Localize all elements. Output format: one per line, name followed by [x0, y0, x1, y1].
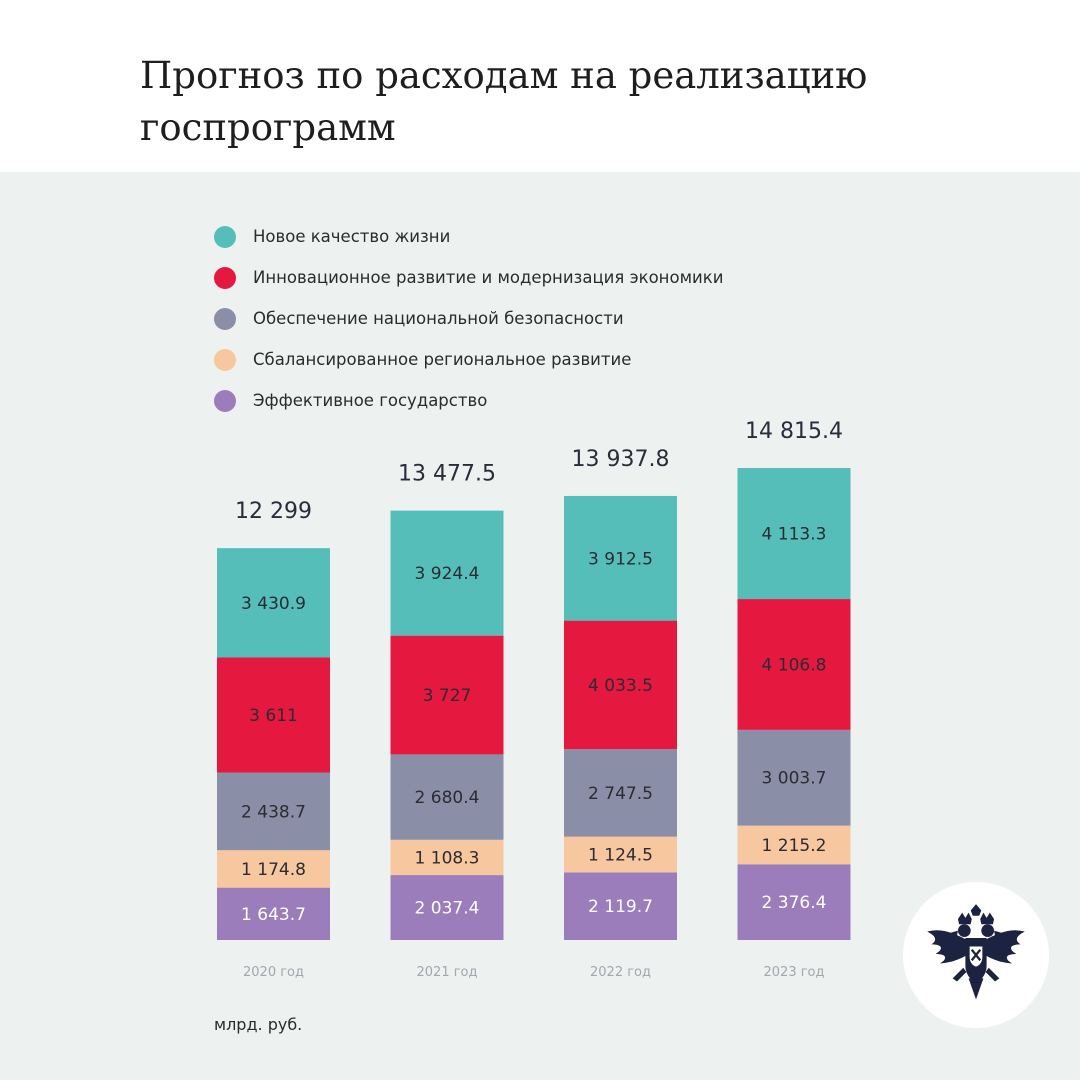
legend-label-government: Эффективное государство: [253, 391, 488, 410]
bar-segment-government-4: [737, 864, 851, 940]
bar-segment-security-2: [390, 754, 504, 840]
bar-segment-government-3: [564, 872, 677, 940]
bar-segment-regional-1: [217, 850, 330, 888]
bar-segment-government-1: [217, 887, 330, 940]
bar-label-innovation-2: 3 727: [423, 686, 472, 706]
unit-label: млрд. руб.: [214, 1015, 303, 1034]
legend-dot-innovation: [214, 266, 236, 289]
bar-segment-government-2: [390, 875, 504, 940]
bar-segment-regional-3: [564, 836, 677, 873]
legend-label-innovation: Инновационное развитие и модернизация эк…: [253, 268, 724, 287]
legend-dot-quality-of-life: [214, 225, 236, 248]
double-headed-eagle-icon: [927, 904, 1025, 1000]
x-tick-label-1: 2020 год: [243, 965, 304, 980]
bar-total-label-3: 13 937.8: [572, 447, 670, 472]
legend-item-government: Эффективное государство: [214, 380, 723, 421]
bar-segment-security-3: [564, 749, 677, 837]
x-tick-label-4: 2023 год: [764, 965, 825, 980]
legend-item-regional: Сбалансированное региональное развитие: [214, 339, 723, 380]
chart-legend: Новое качество жизни Инновационное разви…: [214, 216, 723, 421]
bar-label-government-3: 2 119.7: [588, 897, 653, 917]
x-tick-label-3: 2022 год: [590, 965, 651, 980]
bar-segment-innovation-3: [564, 620, 677, 750]
legend-dot-government: [214, 389, 236, 412]
bar-segment-quality-of-life-4: [737, 468, 851, 600]
bar-label-quality-of-life-2: 3 924.4: [415, 564, 480, 584]
bar-label-innovation-4: 4 106.8: [762, 655, 827, 675]
bar-label-government-4: 2 376.4: [762, 893, 827, 913]
legend-dot-regional: [214, 348, 236, 371]
page-title: Прогноз по расходам на реализацию госпро…: [140, 54, 868, 149]
bar-label-security-4: 3 003.7: [762, 769, 827, 789]
bar-segment-quality-of-life-1: [217, 548, 330, 658]
bar-total-label-2: 13 477.5: [398, 462, 496, 487]
legend-item-security: Обеспечение национальной безопасности: [214, 298, 723, 339]
bar-label-innovation-1: 3 611: [249, 706, 298, 726]
bar-label-regional-1: 1 174.8: [241, 860, 306, 880]
legend-item-innovation: Инновационное развитие и модернизация эк…: [214, 257, 723, 298]
bar-segment-innovation-1: [217, 657, 330, 773]
bar-segment-quality-of-life-3: [564, 495, 677, 621]
bar-label-regional-3: 1 124.5: [588, 846, 653, 866]
bar-total-label-4: 14 815.4: [745, 419, 843, 444]
bar-label-government-2: 2 037.4: [415, 899, 480, 919]
bar-segment-quality-of-life-2: [390, 510, 504, 636]
bar-label-quality-of-life-4: 4 113.3: [762, 525, 827, 545]
bar-total-label-1: 12 299: [235, 499, 312, 524]
bar-label-quality-of-life-1: 3 430.9: [241, 594, 306, 614]
legend-dot-security: [214, 307, 236, 330]
legend-label-security: Обеспечение национальной безопасности: [253, 309, 624, 328]
x-tick-label-2: 2021 год: [417, 965, 478, 980]
chart-panel: [0, 172, 1080, 1080]
bar-segment-security-1: [217, 772, 330, 851]
bar-label-government-1: 1 643.7: [241, 905, 306, 925]
bar-label-security-2: 2 680.4: [415, 788, 480, 808]
bar-segment-innovation-4: [737, 599, 851, 730]
bar-segment-regional-4: [737, 825, 851, 865]
bar-label-regional-4: 1 215.2: [762, 836, 827, 856]
bar-label-security-1: 2 438.7: [241, 802, 306, 822]
bar-segment-security-4: [737, 729, 851, 826]
legend-item-quality-of-life: Новое качество жизни: [214, 216, 723, 257]
bar-label-quality-of-life-3: 3 912.5: [588, 549, 653, 569]
legend-label-regional: Сбалансированное региональное развитие: [253, 350, 632, 369]
bar-label-regional-2: 1 108.3: [415, 848, 480, 868]
bar-label-security-3: 2 747.5: [588, 784, 653, 804]
bar-label-innovation-3: 4 033.5: [588, 676, 653, 696]
bar-segment-regional-2: [390, 839, 504, 876]
bar-segment-innovation-2: [390, 635, 504, 755]
emblem-badge: [903, 882, 1049, 1028]
legend-label-quality-of-life: Новое качество жизни: [253, 227, 451, 246]
